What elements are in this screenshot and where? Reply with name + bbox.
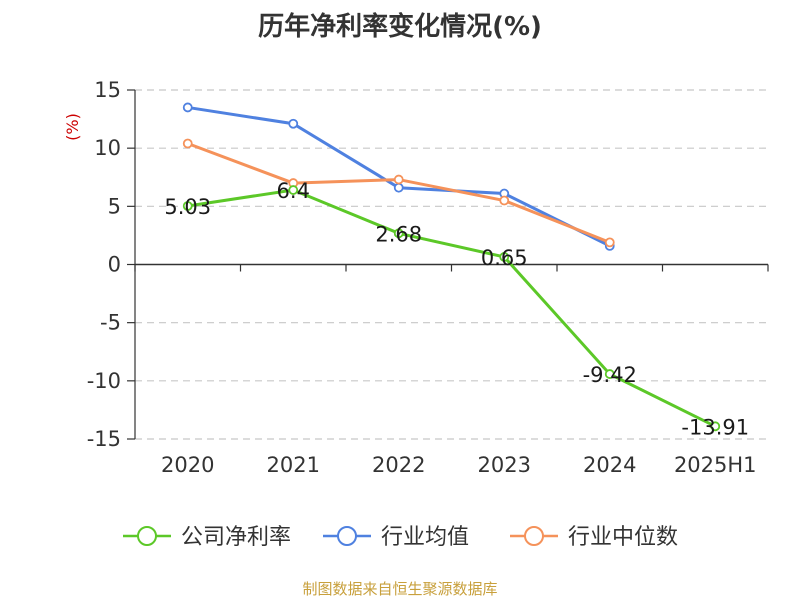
legend-marker-icon [524,526,544,546]
x-tick-label: 2025H1 [674,453,757,477]
data-point [288,185,299,195]
legend-marker-icon [337,526,357,546]
data-point [182,201,193,211]
data-point [710,421,721,432]
axes [127,89,769,440]
series-line [187,188,716,428]
legend-label: 行业均值 [381,525,469,550]
data-label: -9.42 [583,363,637,387]
x-tick-label: 2023 [478,453,531,477]
data-point [499,195,510,206]
data-point [393,174,404,185]
x-tick-label: 2020 [161,453,214,477]
source-note: 制图数据来自恒生聚源数据库 [302,580,498,598]
y-tick-label: 5 [108,194,121,218]
y-tick-label: -15 [87,427,121,451]
data-label: 5.03 [164,195,211,219]
y-tick-labels: 15 10 5 0 -5 -10 -15 [87,78,121,451]
data-label: 6.4 [277,179,310,203]
data-label: 2.68 [375,222,422,246]
data-point [604,237,615,248]
data-point [182,138,193,149]
grid-lines [135,89,768,440]
data-point [499,252,510,262]
legend: 公司净利率 行业均值 行业中位数 [123,525,678,550]
legend-item[interactable]: 公司净利率 [123,525,291,550]
data-point [182,102,193,113]
y-tick-label: -5 [100,311,121,335]
data-point [393,228,404,239]
data-labels: 5.03 6.4 2.68 0.65 -9.42 -13.91 [164,179,749,439]
legend-marker-icon [137,526,157,546]
y-tick-label: 15 [94,78,121,102]
data-point [288,118,299,129]
x-tick-labels: 2020 2021 2022 2023 2024 2025H1 [161,453,757,477]
y-tick-label: -10 [87,369,121,393]
x-tick-label: 2022 [372,453,425,477]
chart-title: 历年净利率变化情况(%) [258,12,542,42]
data-label: -13.91 [681,415,749,439]
series-lines [182,102,721,432]
y-tick-label: 10 [94,136,121,160]
data-point [604,369,615,379]
legend-label: 公司净利率 [181,525,291,550]
legend-item[interactable]: 行业均值 [323,525,469,550]
y-tick-label: 0 [108,253,121,277]
data-label: 0.65 [481,246,528,270]
x-tick-label: 2024 [583,453,636,477]
x-tick-label: 2021 [267,453,320,477]
y-axis-label: (%) [63,113,82,141]
data-point [393,182,404,193]
legend-item[interactable]: 行业中位数 [510,525,678,550]
legend-label: 行业中位数 [568,525,678,550]
